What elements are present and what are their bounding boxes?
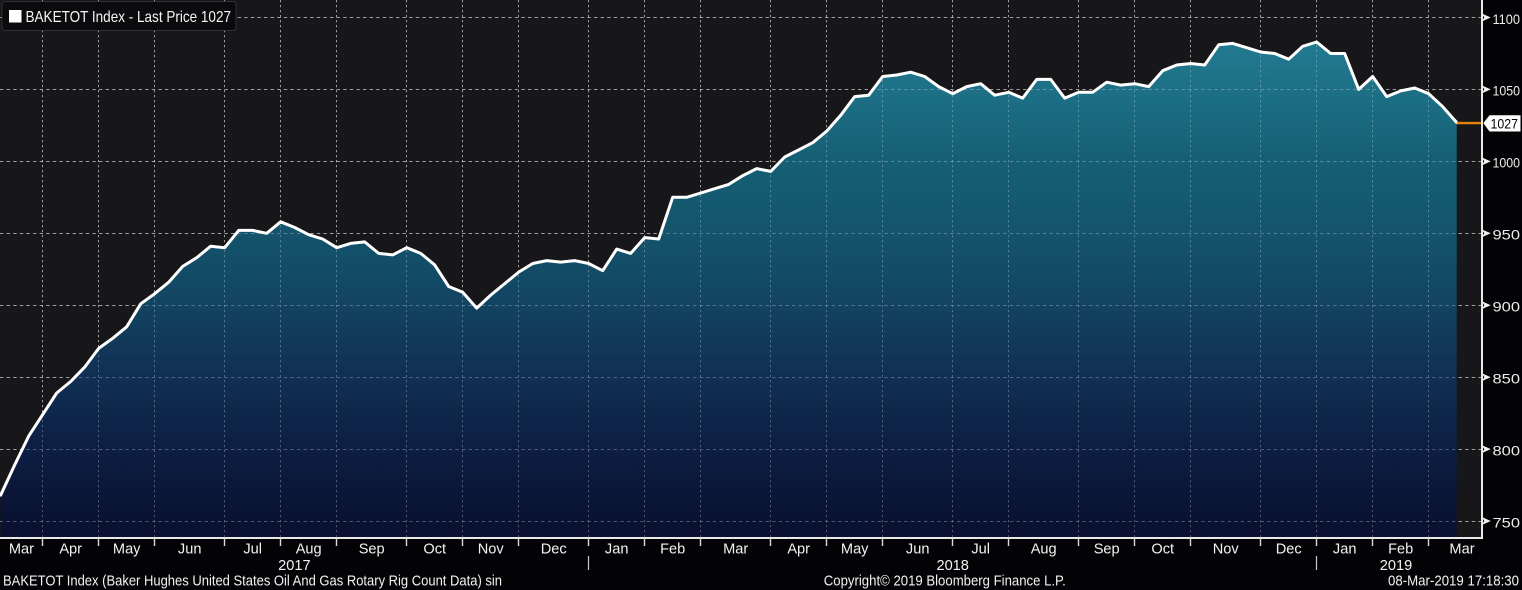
svg-text:Aug: Aug	[1031, 542, 1057, 558]
svg-text:Feb: Feb	[1388, 542, 1413, 558]
svg-text:Sep: Sep	[1094, 542, 1120, 558]
svg-text:Jul: Jul	[971, 542, 990, 558]
svg-text:Nov: Nov	[478, 542, 505, 558]
svg-text:Oct: Oct	[423, 542, 446, 558]
svg-text:Feb: Feb	[660, 542, 685, 558]
svg-text:Apr: Apr	[787, 542, 810, 558]
svg-text:Nov: Nov	[1213, 542, 1240, 558]
svg-text:Sep: Sep	[359, 542, 385, 558]
svg-text:1100: 1100	[1493, 12, 1521, 27]
svg-text:2017: 2017	[278, 558, 310, 574]
svg-text:Jun: Jun	[906, 542, 930, 558]
svg-text:BAKETOT Index - Last Price 102: BAKETOT Index - Last Price 1027	[26, 9, 232, 26]
svg-text:950: 950	[1493, 228, 1521, 243]
svg-text:BAKETOT Index (Baker Hughes Un: BAKETOT Index (Baker Hughes United State…	[3, 573, 502, 590]
svg-text:750: 750	[1493, 515, 1521, 530]
svg-text:800: 800	[1493, 443, 1521, 458]
svg-text:1000: 1000	[1493, 156, 1521, 171]
svg-text:Copyright© 2019 Bloomberg Fina: Copyright© 2019 Bloomberg Finance L.P.	[824, 573, 1066, 590]
svg-text:2019: 2019	[1380, 558, 1412, 574]
svg-text:Mar: Mar	[9, 542, 34, 558]
svg-text:Jan: Jan	[1333, 542, 1357, 558]
svg-text:May: May	[113, 542, 141, 558]
svg-text:1050: 1050	[1493, 84, 1521, 99]
svg-text:1027: 1027	[1491, 117, 1519, 132]
svg-text:Dec: Dec	[541, 542, 567, 558]
svg-text:850: 850	[1493, 372, 1521, 387]
svg-text:900: 900	[1493, 300, 1521, 315]
svg-text:Jul: Jul	[243, 542, 262, 558]
svg-text:2018: 2018	[936, 558, 968, 574]
svg-text:Mar: Mar	[1449, 542, 1474, 558]
svg-text:Jan: Jan	[605, 542, 629, 558]
svg-text:Oct: Oct	[1151, 542, 1174, 558]
svg-text:08-Mar-2019 17:18:30: 08-Mar-2019 17:18:30	[1388, 574, 1519, 590]
svg-text:Aug: Aug	[296, 542, 322, 558]
svg-text:Apr: Apr	[59, 542, 82, 558]
svg-text:Mar: Mar	[723, 542, 748, 558]
svg-text:May: May	[841, 542, 869, 558]
svg-text:Dec: Dec	[1276, 542, 1302, 558]
svg-text:Jun: Jun	[178, 542, 202, 558]
